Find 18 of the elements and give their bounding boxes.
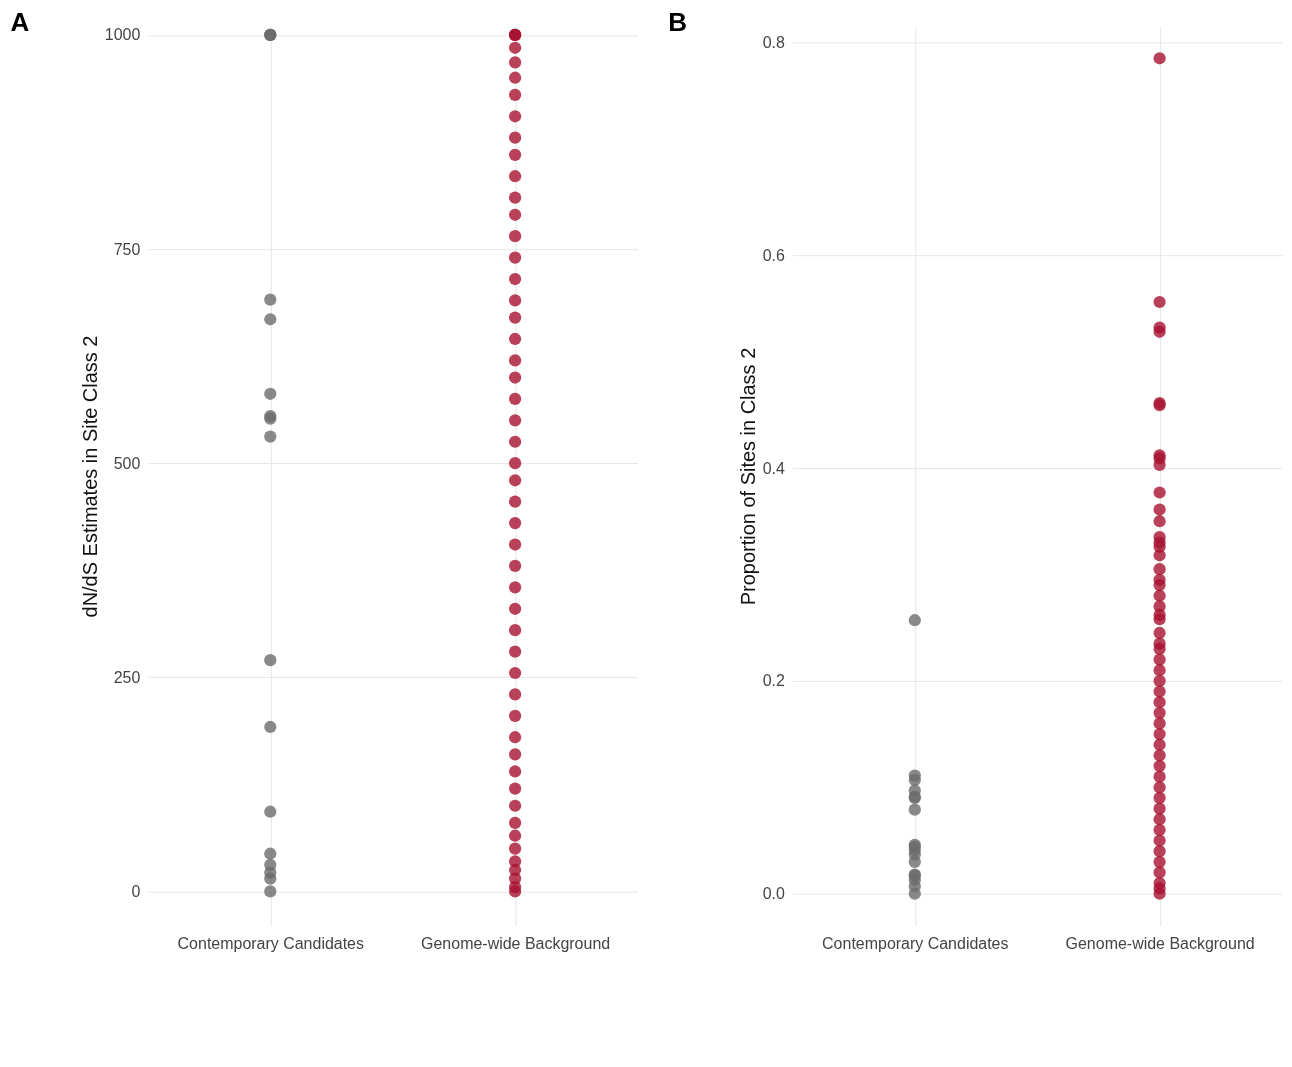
y-tick-label: 500 (113, 454, 141, 472)
y-tick-label: 0.8 (762, 33, 786, 51)
y-tick-label: 750 (113, 240, 141, 258)
x-tick-label: Genome-wide Background (1065, 935, 1255, 953)
chart-title: B (668, 7, 688, 38)
y-tick-label: 0.6 (762, 246, 786, 264)
y-tick-label: 0.0 (762, 885, 786, 903)
y-tick-label: 0.2 (762, 672, 786, 690)
y-tick-label: 250 (113, 668, 141, 686)
x-tick-label: Genome-wide Background (421, 935, 611, 953)
y-tick-label: 1000 (104, 26, 141, 44)
x-tick-label: Contemporary Candidates (177, 935, 364, 953)
y-tick-label: 0.4 (762, 459, 786, 477)
y-tick-label: 0 (131, 882, 141, 900)
y-axis-title: dN/dS Estimates in Site Class 2 (78, 335, 101, 618)
x-tick-label: Contemporary Candidates (822, 935, 1009, 953)
y-axis-title: Proportion of Sites in Class 2 (736, 347, 759, 606)
chart-title: A (10, 7, 30, 38)
